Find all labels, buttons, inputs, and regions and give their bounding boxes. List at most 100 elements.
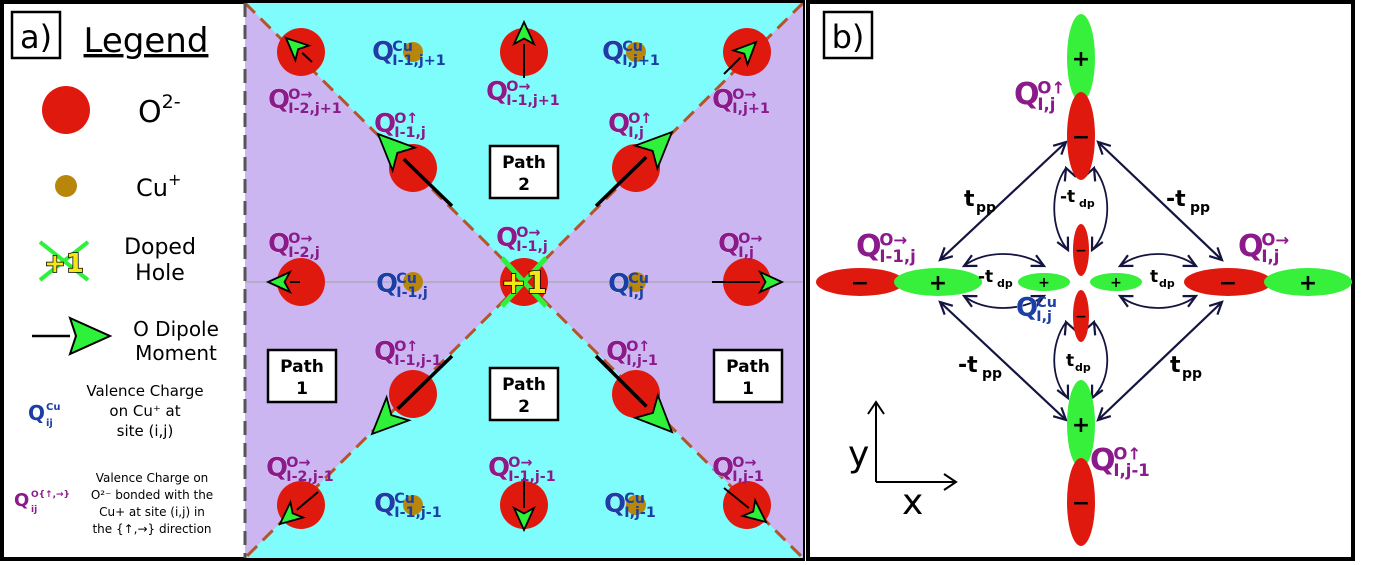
svg-text:pp: pp xyxy=(1182,366,1202,382)
legend-q-cu-symbol: Q Cu ij xyxy=(28,401,60,429)
tdp-arrow-right-bottom xyxy=(1119,295,1197,309)
svg-text:pp: pp xyxy=(976,200,996,216)
charge-label-o_l1_j_r: QO→I-1,j xyxy=(496,223,548,255)
svg-text:I-2,j+1: I-2,j+1 xyxy=(288,101,341,117)
cyan-region-top xyxy=(245,3,803,280)
svg-text:Cu: Cu xyxy=(628,271,649,287)
svg-text:t: t xyxy=(964,187,975,212)
panel-a-tag-box xyxy=(10,10,62,60)
svg-text:O→: O→ xyxy=(732,87,756,103)
svg-text:O{↑,→}: O{↑,→} xyxy=(31,490,70,500)
svg-text:O→: O→ xyxy=(288,231,312,247)
svg-text:Q: Q xyxy=(712,85,734,115)
svg-text:I,j: I,j xyxy=(628,285,644,301)
oxygen-ion xyxy=(277,28,325,76)
svg-text:O→: O→ xyxy=(732,455,756,471)
svg-text:2: 2 xyxy=(518,397,530,417)
svg-text:I-1,j-1: I-1,j-1 xyxy=(508,469,555,485)
dipole-arrow xyxy=(512,478,536,533)
svg-text:Cu: Cu xyxy=(394,491,415,507)
legend-cu-desc-1: Valence Charge xyxy=(86,382,203,400)
svg-text:Path: Path xyxy=(502,153,546,173)
legend-copper-icon xyxy=(55,175,77,197)
svg-text:+: + xyxy=(1072,47,1090,72)
orbital-lobe-minus: − xyxy=(816,268,904,296)
dipole-arrow-large xyxy=(594,130,674,208)
svg-text:O↑: O↑ xyxy=(1037,79,1065,98)
svg-text:pp: pp xyxy=(982,366,1002,382)
svg-text:2: 2 xyxy=(518,175,530,195)
orbital-lobe-plus: + xyxy=(894,268,982,296)
svg-text:I,j: I,j xyxy=(628,125,644,141)
legend-dipole-label-2: Moment xyxy=(135,341,217,365)
svg-text:Q: Q xyxy=(1014,77,1040,112)
svg-text:Q: Q xyxy=(372,37,394,67)
copper-ion xyxy=(626,272,646,292)
charge-label-o_l_j_u: QO↑I,j xyxy=(608,109,653,141)
legend-cu-desc-2: on Cu⁺ at xyxy=(109,402,180,420)
svg-text:1: 1 xyxy=(296,379,308,399)
svg-text:Q: Q xyxy=(376,269,398,299)
svg-text:Path: Path xyxy=(280,357,324,377)
svg-text:dp: dp xyxy=(1079,197,1095,210)
svg-text:-t: -t xyxy=(978,267,993,287)
svg-text:I,j-1: I,j-1 xyxy=(1113,461,1149,480)
arrowhead xyxy=(1096,140,1112,155)
svg-text:−: − xyxy=(1075,309,1087,325)
svg-text:+1: +1 xyxy=(501,266,547,301)
charge-label-o_l_j_r: QO→I,j xyxy=(718,229,763,262)
lattice-panel-a: +1 xyxy=(265,19,785,533)
orbital-lobe-plus: + xyxy=(1264,268,1352,296)
tdp-label-left: -t dp xyxy=(978,267,1013,290)
arrowhead xyxy=(1052,407,1068,422)
charge-label-o_l2_jm1_r: QO→I-2,j-1 xyxy=(266,453,334,486)
xy-axes xyxy=(867,400,958,491)
tdp-arrow-top-right xyxy=(1091,167,1109,251)
svg-text:−: − xyxy=(1072,125,1090,150)
dipole-arrow-large xyxy=(594,354,674,434)
svg-text:O↑: O↑ xyxy=(626,339,650,355)
tpp-label-upper-left: t pp xyxy=(964,187,996,216)
svg-text:Q: Q xyxy=(486,77,508,107)
svg-text:O→: O→ xyxy=(516,225,540,241)
dipole-arrow xyxy=(723,40,758,75)
svg-text:Q: Q xyxy=(496,223,518,253)
svg-text:1: 1 xyxy=(742,379,754,399)
orbital-lobe-minus: − xyxy=(1067,458,1095,546)
svg-text:Q: Q xyxy=(606,337,628,367)
svg-text:Cu: Cu xyxy=(1036,295,1057,311)
legend-o-desc-2: O²⁻ bonded with the xyxy=(91,488,213,502)
path-2-top-box: Path 2 xyxy=(488,144,560,200)
svg-text:O→: O→ xyxy=(506,79,530,95)
svg-text:+: + xyxy=(1299,271,1317,296)
dipole-arrow xyxy=(278,491,319,526)
tdp-arrow-bottom-right xyxy=(1091,321,1109,399)
svg-text:−: − xyxy=(1072,491,1090,516)
dipole-arrow-large xyxy=(376,132,454,208)
d-orbital-lobe-plus: + xyxy=(1090,273,1142,291)
arrowhead xyxy=(1096,407,1112,422)
legend-oxygen-icon xyxy=(42,86,90,134)
dipole-arrow xyxy=(284,36,313,64)
svg-text:ij: ij xyxy=(46,418,53,429)
svg-text:Q: Q xyxy=(374,109,396,139)
svg-text:t: t xyxy=(1170,353,1181,378)
tpp-label-lower-right: t pp xyxy=(1170,353,1202,382)
dipole-arrow xyxy=(512,19,536,78)
charge-label-o_l1_j1_r: QO→I-1,j+1 xyxy=(486,77,560,109)
svg-text:+: + xyxy=(1072,413,1090,438)
axis-x-label: x xyxy=(902,482,923,523)
legend-o-desc-3: Cu+ at site (i,j) in xyxy=(99,505,205,519)
charge-label-o_up_top: QO↑I,j xyxy=(1014,77,1066,114)
panel-b-tag-box xyxy=(822,10,874,60)
svg-text:O↑: O↑ xyxy=(394,339,418,355)
tpp-arrow-upper-left xyxy=(939,141,1067,261)
svg-text:Q: Q xyxy=(856,229,882,264)
svg-text:I,j+1: I,j+1 xyxy=(622,53,660,69)
svg-text:Path: Path xyxy=(502,375,546,395)
dipole-arrow-large xyxy=(370,354,454,436)
